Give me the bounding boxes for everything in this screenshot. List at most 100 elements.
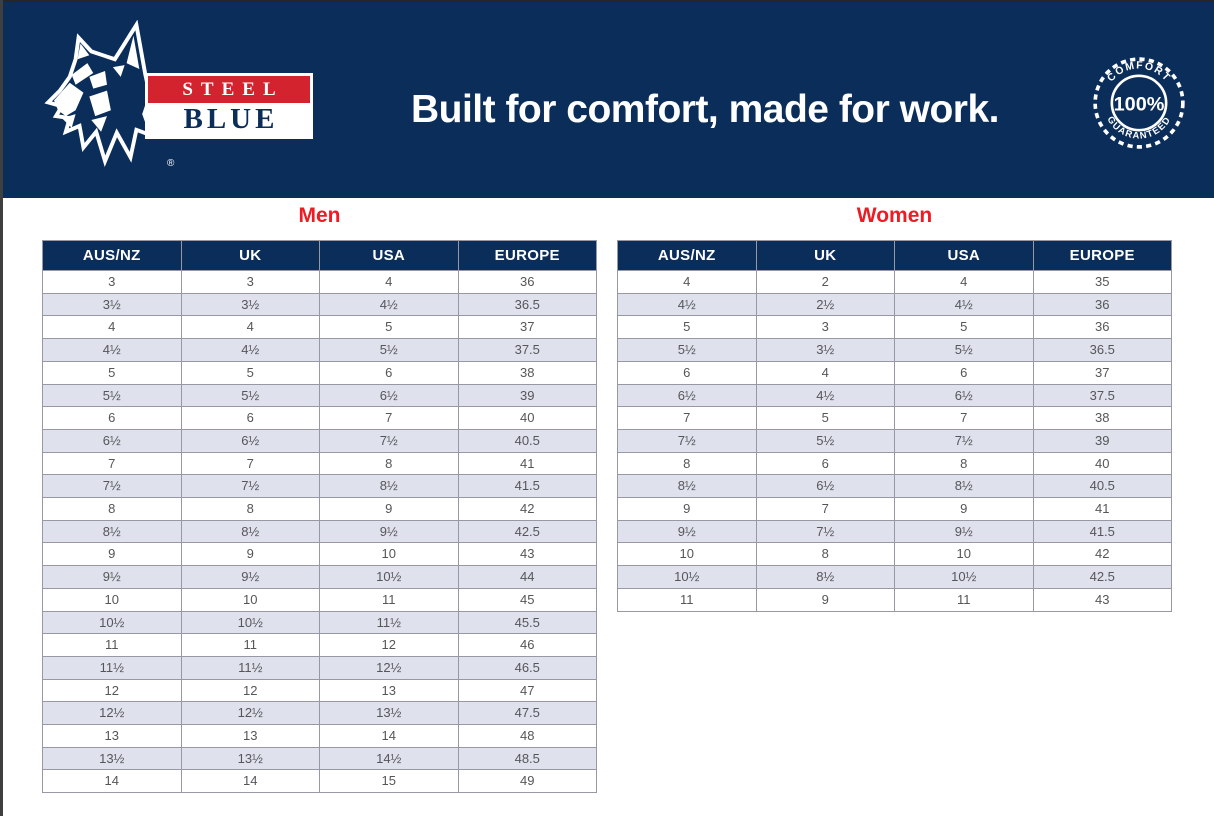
table-row: 7 7 8 41 xyxy=(42,451,597,476)
size-cell: 8 xyxy=(894,451,1034,476)
size-cell: 12½ xyxy=(180,701,320,726)
size-cell: 5 xyxy=(42,360,182,385)
size-cell: 10 xyxy=(180,587,320,612)
size-cell: 12½ xyxy=(42,701,182,726)
size-cell: 43 xyxy=(1032,587,1172,612)
size-cell: 36 xyxy=(457,270,597,294)
size-cell: 7½ xyxy=(755,519,895,544)
size-cell: 3½ xyxy=(755,338,895,362)
brand-banner: STEEL BLUE ® Built for comfort, made for… xyxy=(0,0,1214,198)
size-cell: 4½ xyxy=(180,338,320,362)
table-row: 7½ 7½ 8½ 41.5 xyxy=(42,474,597,499)
size-cell: 5½ xyxy=(42,383,182,408)
size-cell: 8½ xyxy=(180,519,320,544)
size-cell: 14 xyxy=(42,769,182,794)
men-size-table-grid: AUS/NZ UK USA EUROPE 3 3 4 36 3½ 3½ 4½ 36.5 4 4 5 37 4½… xyxy=(42,240,597,794)
size-cell: 40 xyxy=(1032,451,1172,476)
table-row: 8½ 6½ 8½ 40.5 xyxy=(617,474,1172,499)
size-cell: 38 xyxy=(1032,406,1172,430)
table-row: 5½ 3½ 5½ 36.5 xyxy=(617,338,1172,362)
size-cell: 10½ xyxy=(180,610,320,635)
column-header: EUROPE xyxy=(457,240,597,271)
size-cell: 3½ xyxy=(42,292,182,317)
size-cell: 5 xyxy=(617,315,757,340)
size-cell: 13½ xyxy=(319,701,459,726)
size-cell: 7 xyxy=(180,451,320,476)
size-cell: 4½ xyxy=(755,383,895,408)
table-row: 9 7 9 41 xyxy=(617,497,1172,521)
table-row: 4½ 4½ 5½ 37.5 xyxy=(42,338,597,362)
size-cell: 4 xyxy=(319,270,459,294)
size-cell: 37.5 xyxy=(457,338,597,362)
size-cell: 4 xyxy=(894,270,1034,294)
size-cell: 4 xyxy=(617,270,757,294)
size-cell: 7 xyxy=(319,406,459,430)
size-cell: 9½ xyxy=(894,519,1034,544)
size-cell: 5½ xyxy=(617,338,757,362)
table-row: 13 13 14 48 xyxy=(42,724,597,748)
size-cell: 6 xyxy=(617,360,757,385)
table-row: 10½ 8½ 10½ 42.5 xyxy=(617,565,1172,589)
steel-blue-logo: STEEL BLUE ® xyxy=(40,16,330,182)
size-cell: 48.5 xyxy=(457,746,597,771)
size-cell: 9½ xyxy=(42,565,182,589)
size-cell: 8½ xyxy=(755,565,895,589)
table-row: 4 2 4 35 xyxy=(617,270,1172,294)
size-cell: 35 xyxy=(1032,270,1172,294)
size-cell: 46.5 xyxy=(457,655,597,680)
registered-trademark-symbol: ® xyxy=(167,158,175,169)
comfort-guarantee-badge-icon: 100% COMFORT GUARANTEED xyxy=(1093,57,1185,149)
size-cell: 11 xyxy=(617,587,757,612)
column-header: USA xyxy=(319,240,459,271)
size-cell: 4½ xyxy=(42,338,182,362)
brand-wordmark-blue: BLUE xyxy=(148,103,310,136)
size-cell: 41 xyxy=(1032,497,1172,521)
table-row: 7 5 7 38 xyxy=(617,406,1172,430)
size-cell: 37 xyxy=(457,315,597,340)
size-cell: 46 xyxy=(457,633,597,657)
size-cell: 14 xyxy=(319,724,459,748)
size-cell: 8 xyxy=(42,497,182,521)
size-cell: 6½ xyxy=(319,383,459,408)
table-row: 12 12 13 47 xyxy=(42,678,597,703)
size-cell: 9 xyxy=(42,542,182,567)
size-cell: 39 xyxy=(1032,428,1172,453)
size-cell: 10½ xyxy=(894,565,1034,589)
size-cell: 5 xyxy=(894,315,1034,340)
size-cell: 7 xyxy=(894,406,1034,430)
size-cell: 10 xyxy=(42,587,182,612)
table-row: 4½ 2½ 4½ 36 xyxy=(617,292,1172,317)
size-cell: 6 xyxy=(755,451,895,476)
screenshot-top-edge xyxy=(0,0,1214,2)
size-cell: 6½ xyxy=(894,383,1034,408)
size-cell: 2½ xyxy=(755,292,895,317)
size-cell: 45.5 xyxy=(457,610,597,635)
size-cell: 6½ xyxy=(755,474,895,499)
size-cell: 10 xyxy=(894,542,1034,567)
size-cell: 3 xyxy=(180,270,320,294)
size-cell: 13 xyxy=(319,678,459,703)
table-row: 3½ 3½ 4½ 36.5 xyxy=(42,292,597,317)
size-cell: 4 xyxy=(755,360,895,385)
size-cell: 7 xyxy=(42,451,182,476)
size-cell: 36 xyxy=(1032,315,1172,340)
size-cell: 44 xyxy=(457,565,597,589)
size-cell: 9½ xyxy=(617,519,757,544)
table-row: 5 5 6 38 xyxy=(42,360,597,385)
size-cell: 37 xyxy=(1032,360,1172,385)
size-cell: 40 xyxy=(457,406,597,430)
size-cell: 6½ xyxy=(180,428,320,453)
column-header: EUROPE xyxy=(1032,240,1172,271)
header-row: AUS/NZ UK USA EUROPE xyxy=(617,240,1172,271)
size-cell: 6 xyxy=(894,360,1034,385)
size-cell: 10½ xyxy=(617,565,757,589)
table-row: 6½ 6½ 7½ 40.5 xyxy=(42,428,597,453)
size-cell: 2 xyxy=(755,270,895,294)
size-cell: 12 xyxy=(180,678,320,703)
size-cell: 11 xyxy=(894,587,1034,612)
size-cell: 42 xyxy=(457,497,597,521)
size-cell: 8 xyxy=(755,542,895,567)
men-section-title: Men xyxy=(298,204,341,227)
size-cell: 9 xyxy=(180,542,320,567)
size-cell: 12½ xyxy=(319,655,459,680)
